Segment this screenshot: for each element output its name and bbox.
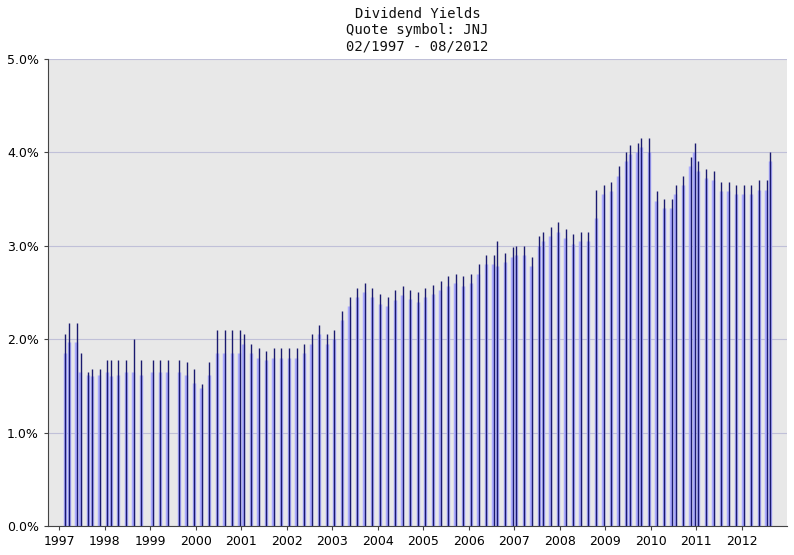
- Title: Dividend Yields
Quote symbol: JNJ
02/1997 - 08/2012: Dividend Yields Quote symbol: JNJ 02/199…: [346, 7, 488, 53]
